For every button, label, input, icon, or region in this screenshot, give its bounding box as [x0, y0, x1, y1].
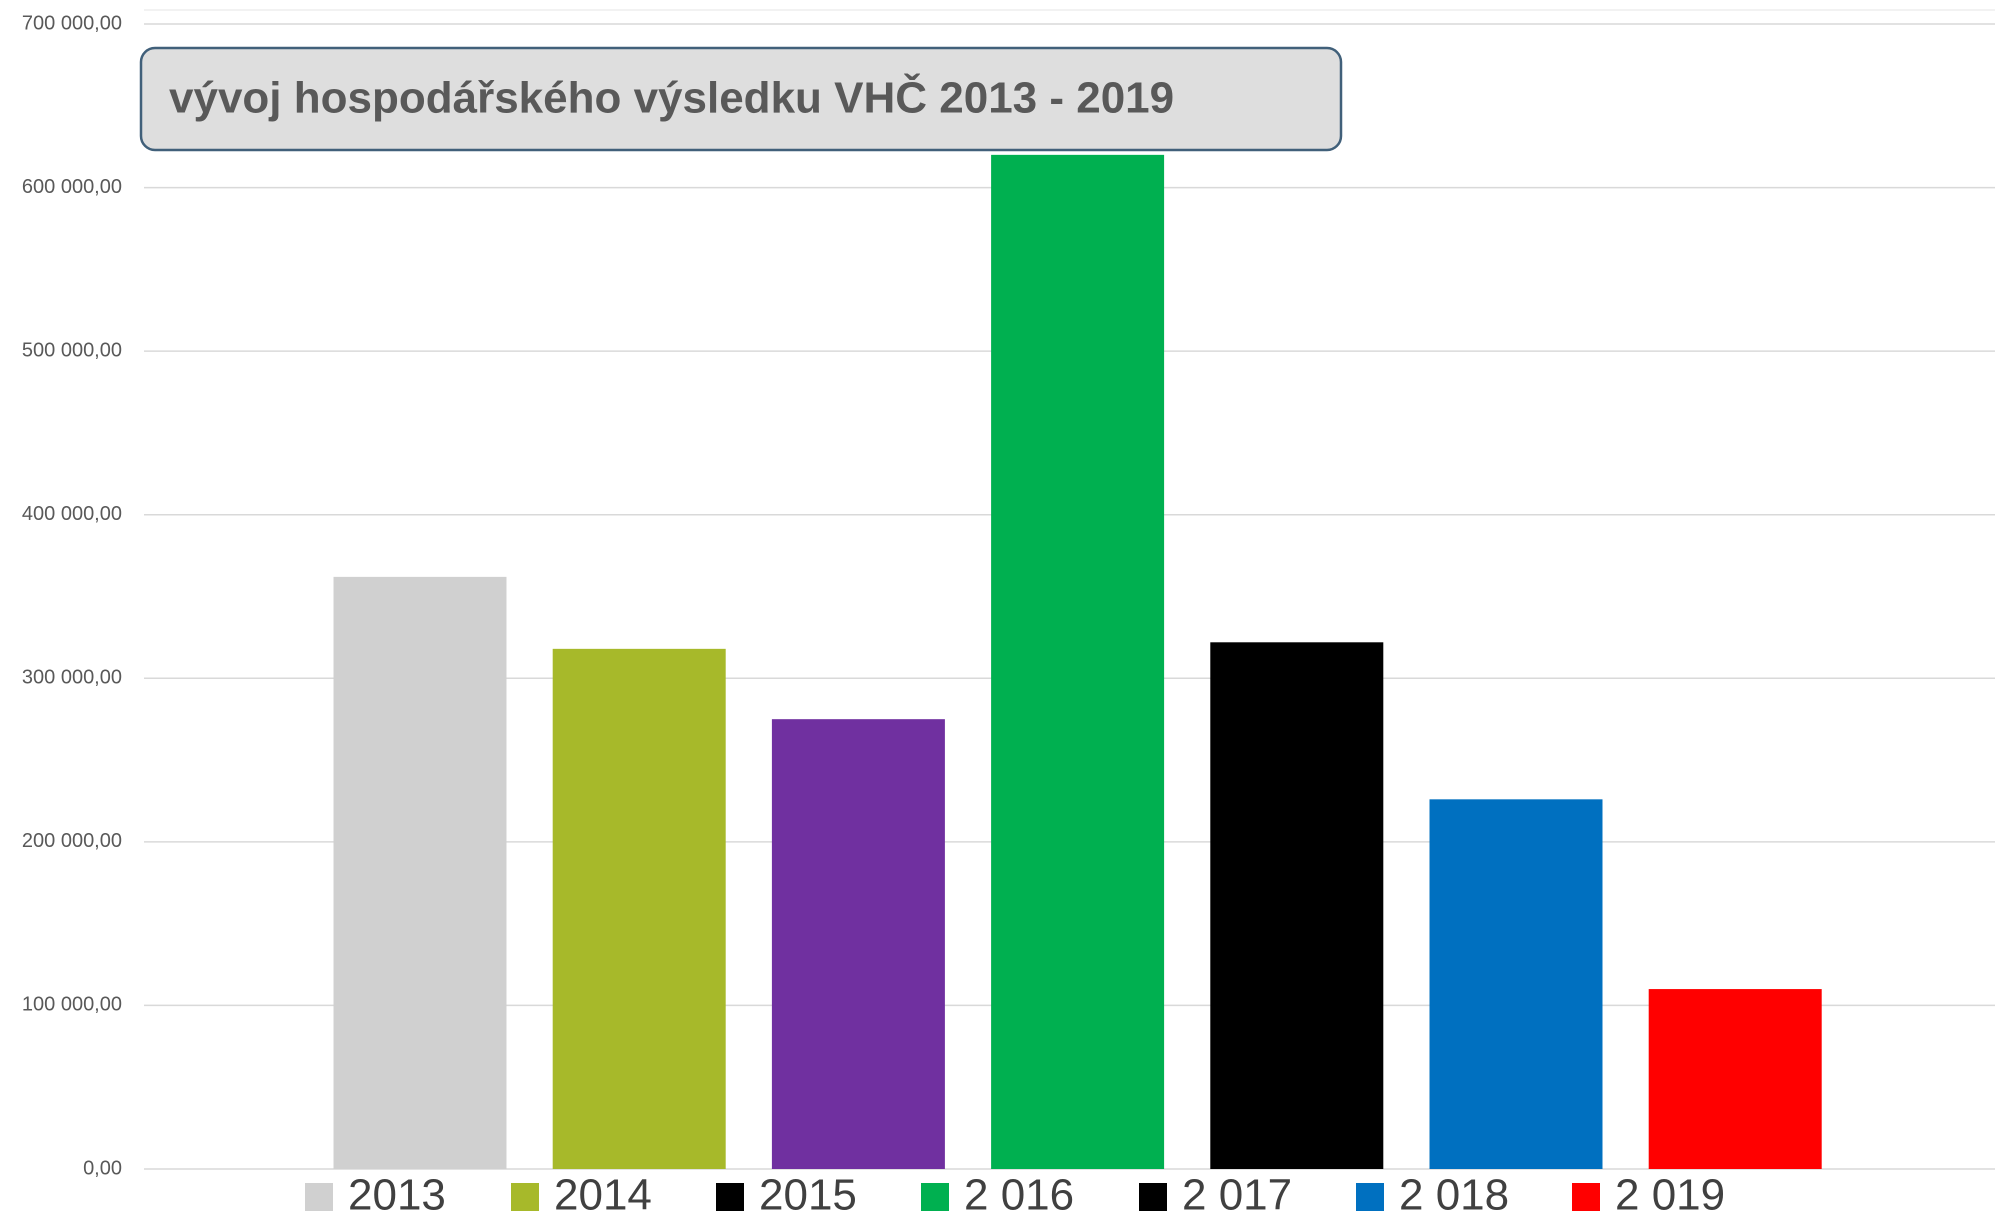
bar	[991, 154, 1165, 1169]
bar	[771, 719, 945, 1169]
legend-swatch	[716, 1183, 744, 1211]
bar	[333, 576, 507, 1169]
y-tick-label: 100 000,00	[22, 994, 122, 1016]
chart-title: vývoj hospodářského výsledku VHČ 2013 - …	[169, 72, 1174, 123]
legend-label: 2014	[554, 1171, 652, 1220]
y-tick-label: 200 000,00	[22, 830, 122, 852]
y-tick-label: 500 000,00	[22, 339, 122, 361]
legend-label: 2013	[348, 1171, 446, 1220]
bar	[1429, 799, 1603, 1169]
legend-swatch	[1139, 1183, 1167, 1211]
legend-swatch	[921, 1183, 949, 1211]
bar	[1210, 642, 1384, 1169]
y-tick-label: 400 000,00	[22, 503, 122, 525]
title-box	[139, 46, 1343, 152]
y-tick-label: 0,00	[83, 1157, 122, 1179]
bar	[552, 648, 726, 1169]
y-tick-label: 700 000,00	[22, 12, 122, 34]
legend-label: 2 018	[1399, 1171, 1509, 1220]
legend-swatch	[1572, 1183, 1600, 1211]
legend-swatch	[1356, 1183, 1384, 1211]
y-tick-label: 300 000,00	[22, 667, 122, 689]
legend-label: 2 016	[964, 1171, 1074, 1220]
legend-label: 2 017	[1182, 1171, 1292, 1220]
legend-swatch	[305, 1183, 333, 1211]
legend-label: 2 019	[1615, 1171, 1725, 1220]
y-tick-label: 600 000,00	[22, 176, 122, 198]
legend-swatch	[511, 1183, 539, 1211]
bar	[1648, 989, 1822, 1169]
legend-label: 2015	[759, 1171, 857, 1220]
